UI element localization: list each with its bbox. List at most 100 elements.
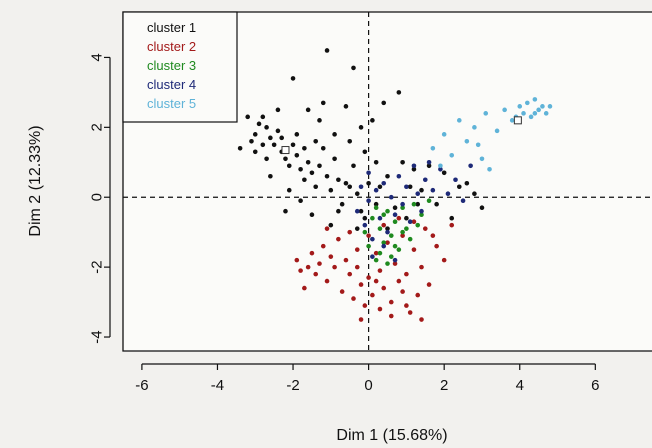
data-point bbox=[441, 170, 447, 176]
data-point bbox=[434, 243, 439, 249]
data-point bbox=[373, 257, 379, 263]
data-point bbox=[354, 191, 360, 197]
data-point bbox=[400, 159, 405, 165]
data-point bbox=[324, 173, 330, 179]
x-tick-label: 6 bbox=[591, 377, 599, 394]
data-point bbox=[324, 278, 330, 284]
data-point bbox=[377, 184, 383, 190]
legend: cluster 1 cluster 2 cluster 3 cluster 4 clus… bbox=[122, 11, 238, 123]
legend-item-cluster-2: cluster 2 bbox=[147, 39, 196, 54]
data-point bbox=[373, 250, 379, 256]
data-point bbox=[283, 156, 288, 162]
data-point bbox=[351, 296, 356, 301]
data-point bbox=[381, 222, 387, 228]
data-point bbox=[441, 257, 447, 263]
x-tick-label: 0 bbox=[364, 377, 372, 394]
data-point bbox=[385, 226, 390, 231]
data-point bbox=[366, 170, 371, 176]
data-point bbox=[354, 247, 360, 252]
data-point bbox=[521, 111, 526, 116]
data-point bbox=[347, 271, 353, 277]
data-point bbox=[479, 205, 485, 211]
data-point bbox=[475, 142, 481, 148]
data-point bbox=[388, 313, 394, 319]
data-point bbox=[354, 264, 360, 270]
data-point bbox=[286, 187, 292, 193]
data-point bbox=[430, 233, 436, 238]
data-point bbox=[396, 90, 402, 95]
data-point bbox=[532, 111, 538, 116]
data-point bbox=[362, 222, 368, 228]
data-point bbox=[347, 139, 353, 144]
data-point bbox=[400, 201, 405, 207]
series-cluster-1 bbox=[237, 48, 485, 231]
data-point bbox=[426, 198, 432, 204]
data-point bbox=[313, 271, 319, 277]
data-point bbox=[298, 268, 303, 273]
y-axis-title: Dim 2 (12.33%) bbox=[27, 125, 44, 236]
data-point bbox=[381, 243, 387, 249]
data-point bbox=[415, 201, 421, 207]
data-point bbox=[415, 292, 421, 298]
data-point bbox=[370, 292, 375, 298]
data-point bbox=[434, 201, 439, 207]
data-point bbox=[400, 233, 405, 238]
data-point bbox=[343, 180, 349, 186]
data-point bbox=[426, 159, 432, 165]
data-point bbox=[328, 254, 334, 259]
data-point bbox=[449, 222, 455, 228]
data-point bbox=[377, 268, 383, 273]
data-point bbox=[407, 236, 413, 242]
data-point bbox=[320, 145, 326, 151]
data-point bbox=[271, 142, 277, 148]
y-tick-label: -2 bbox=[88, 260, 105, 273]
data-point bbox=[302, 177, 307, 183]
data-point bbox=[351, 163, 356, 169]
data-point bbox=[441, 132, 447, 137]
data-point bbox=[502, 107, 507, 113]
data-point bbox=[294, 132, 300, 137]
data-point bbox=[411, 201, 417, 207]
data-point bbox=[249, 139, 254, 144]
plot-border bbox=[122, 11, 652, 352]
data-point bbox=[252, 149, 258, 155]
data-point bbox=[377, 250, 383, 256]
data-point bbox=[343, 104, 349, 109]
series-cluster-4 bbox=[354, 159, 473, 263]
data-point bbox=[400, 205, 405, 211]
data-point bbox=[407, 184, 413, 190]
data-point bbox=[317, 261, 322, 266]
data-point bbox=[430, 145, 436, 151]
data-point bbox=[426, 282, 432, 287]
data-point bbox=[332, 156, 337, 162]
data-point bbox=[509, 118, 515, 123]
data-point bbox=[256, 121, 262, 127]
data-point bbox=[385, 173, 390, 179]
data-point bbox=[449, 215, 455, 221]
data-point bbox=[411, 166, 417, 172]
data-point bbox=[320, 100, 326, 106]
data-point bbox=[290, 76, 296, 81]
data-point bbox=[419, 212, 424, 218]
data-point bbox=[411, 219, 417, 224]
data-point bbox=[245, 114, 250, 120]
data-point bbox=[396, 247, 402, 252]
data-point bbox=[373, 201, 379, 207]
data-point bbox=[404, 271, 409, 277]
legend-item-cluster-5: cluster 5 bbox=[147, 96, 196, 111]
data-point bbox=[377, 306, 383, 312]
data-point bbox=[373, 205, 379, 211]
data-point bbox=[396, 278, 402, 284]
data-point bbox=[547, 104, 553, 109]
series-cluster-3 bbox=[362, 198, 432, 266]
data-point bbox=[324, 226, 330, 231]
data-point bbox=[381, 180, 387, 186]
data-point bbox=[279, 135, 285, 141]
data-point bbox=[385, 240, 390, 245]
x-tick-label: -4 bbox=[211, 377, 224, 394]
data-point bbox=[381, 100, 387, 106]
data-point bbox=[362, 149, 368, 155]
data-point bbox=[332, 264, 337, 270]
data-point bbox=[392, 205, 398, 211]
data-point bbox=[381, 285, 387, 291]
